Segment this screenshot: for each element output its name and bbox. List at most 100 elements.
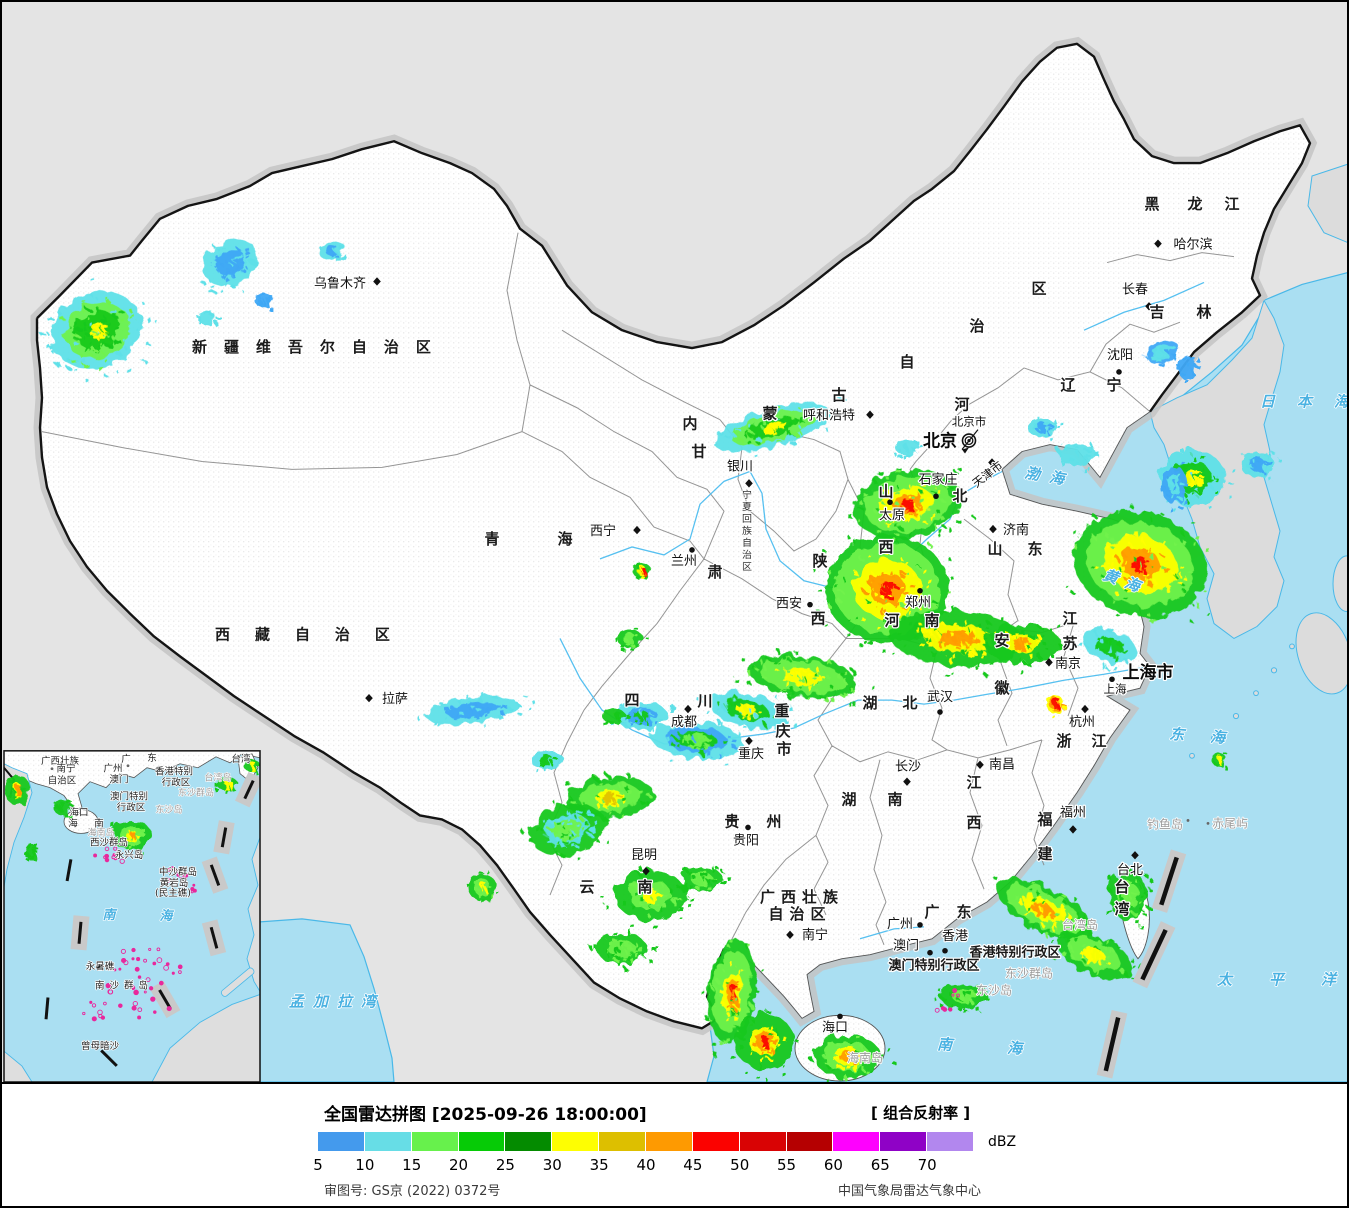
echo-speckle <box>89 342 94 346</box>
dash-segment <box>100 1049 118 1067</box>
echo-speckle <box>225 277 232 283</box>
map-label: 贵 <box>725 812 740 830</box>
echo-speckle <box>880 590 884 595</box>
city-marker-dot <box>1109 676 1115 683</box>
echo-speckle <box>69 358 73 364</box>
echo-speckle <box>1042 901 1046 907</box>
radar-echo <box>1240 451 1281 481</box>
echo-speckle <box>1197 490 1201 493</box>
echo-speckle <box>1133 894 1139 897</box>
echo-speckle <box>742 968 746 972</box>
echo-speckle <box>1182 357 1187 360</box>
echo-speckle <box>645 895 650 899</box>
reef-marker <box>89 1000 93 1004</box>
echo-speckle <box>816 610 821 615</box>
echo-speckle <box>785 669 790 673</box>
echo-speckle <box>932 997 936 1000</box>
map-label: 江 <box>1063 610 1078 628</box>
echo-speckle <box>140 827 144 831</box>
echo-speckle <box>1191 461 1194 465</box>
echo-speckle <box>96 322 101 327</box>
legend-tick: 30 <box>542 1156 562 1174</box>
map-label: 台湾 <box>231 753 251 765</box>
echo-speckle <box>224 267 229 273</box>
echo-speckle <box>1091 512 1097 519</box>
echo-speckle <box>862 1067 865 1072</box>
echo-speckle <box>1147 577 1152 582</box>
echo-speckle <box>830 1068 836 1072</box>
reef-marker <box>156 947 161 952</box>
echo-speckle <box>789 671 795 675</box>
echo-speckle <box>1129 973 1135 978</box>
echo-speckle <box>535 826 541 832</box>
echo-speckle <box>610 793 614 798</box>
map-label: 孟加拉湾 <box>289 992 385 1010</box>
echo-speckle <box>626 945 631 950</box>
echo-speckle <box>715 1006 718 1010</box>
map-label: 重 <box>775 702 790 720</box>
echo-speckle <box>912 496 916 500</box>
echo-speckle <box>793 649 798 653</box>
echo-speckle <box>1183 482 1189 488</box>
radar-echo <box>713 396 843 458</box>
echo-speckle <box>1009 634 1013 638</box>
echo-speckle <box>1111 597 1114 602</box>
reef-marker <box>145 977 151 983</box>
echo-speckle <box>625 952 629 955</box>
echo-speckle <box>756 422 762 426</box>
echo-speckle <box>1100 574 1105 578</box>
echo-speckle <box>548 760 552 764</box>
map-label: 苏 <box>1063 634 1078 652</box>
product-label: [ 组合反射率 ] <box>871 1104 971 1122</box>
echo-speckle <box>208 278 213 284</box>
echo-speckle <box>64 365 69 370</box>
echo-speckle <box>839 591 844 595</box>
echo-speckle <box>827 1081 831 1082</box>
echo-speckle <box>1174 544 1178 548</box>
echo-speckle <box>807 667 810 671</box>
echo-speckle <box>713 443 717 447</box>
map-label: 肃 <box>708 563 723 581</box>
echo-speckle <box>1217 760 1220 764</box>
echo-speckle <box>730 736 735 742</box>
map-label: 澳门 <box>893 938 919 954</box>
echo-speckle <box>638 948 642 953</box>
echo-speckle <box>981 647 987 651</box>
echo-speckle <box>807 1055 812 1060</box>
reef-marker <box>91 1003 97 1008</box>
echo-speckle <box>611 930 615 934</box>
echo-speckle <box>1093 945 1098 950</box>
inset-echo-layer <box>5 760 260 861</box>
echo-speckle <box>865 1070 869 1074</box>
echo-core <box>1034 423 1050 433</box>
radar-echo <box>698 691 796 735</box>
echo-speckle <box>774 1043 777 1046</box>
echo-speckle <box>1214 492 1218 496</box>
echo-speckle <box>1064 921 1071 928</box>
echo-speckle <box>819 695 823 700</box>
echo-speckle <box>778 1044 782 1049</box>
echo-speckle <box>1110 567 1115 571</box>
echo-speckle <box>1188 475 1192 480</box>
echo-speckle <box>563 828 568 832</box>
echo-speckle <box>478 709 484 714</box>
echo-speckle <box>959 642 963 646</box>
rivers <box>559 281 1205 940</box>
echo-speckle <box>740 656 745 660</box>
echo-speckle <box>719 967 723 970</box>
dash-line <box>209 926 219 949</box>
echo-speckle <box>1056 624 1061 628</box>
echo-speckle <box>780 425 785 430</box>
reef-marker <box>137 975 142 979</box>
echo-speckle <box>763 666 767 671</box>
echo-speckle <box>698 747 703 751</box>
echo-speckle <box>1167 584 1172 589</box>
echo-speckle <box>473 886 478 890</box>
echo-speckle <box>1122 585 1126 589</box>
map-label: 成都 <box>671 715 697 730</box>
map-label: 古 <box>832 386 847 404</box>
echo-speckle <box>677 899 683 902</box>
radar-echo <box>991 873 1093 946</box>
echo-speckle <box>921 491 926 496</box>
echo-speckle <box>677 885 680 889</box>
